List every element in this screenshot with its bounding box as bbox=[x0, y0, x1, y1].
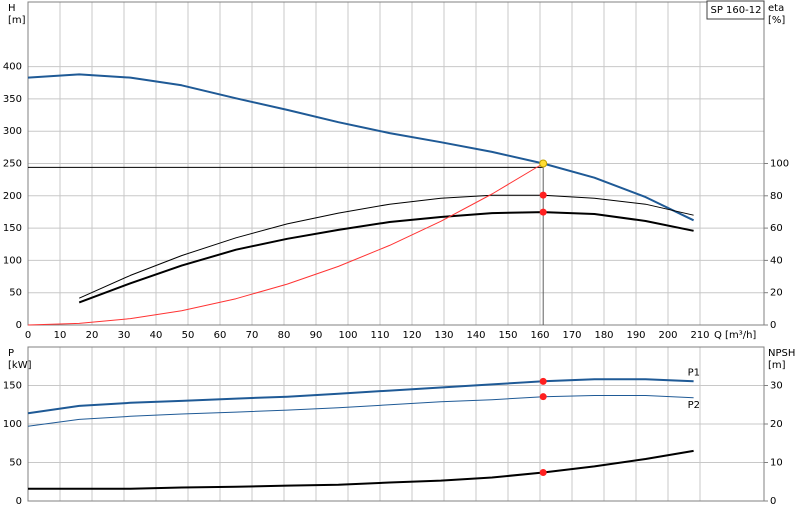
y2-tick-label: 0 bbox=[770, 320, 776, 331]
x-tick-label: 70 bbox=[246, 330, 259, 341]
y-tick-label: 50 bbox=[9, 458, 22, 469]
curve bbox=[78, 211, 694, 304]
x-tick-label: 160 bbox=[530, 330, 549, 341]
duty-point bbox=[539, 377, 547, 385]
y2-axis-label: NPSH bbox=[768, 348, 795, 359]
y-tick-label: 300 bbox=[3, 126, 22, 137]
x-tick-label: 90 bbox=[310, 330, 323, 341]
duty-point bbox=[539, 208, 547, 216]
curve bbox=[78, 194, 694, 299]
plot-frame bbox=[27, 346, 765, 502]
series-label: P2 bbox=[688, 400, 700, 411]
x-tick-label: 210 bbox=[690, 330, 709, 341]
y-tick-label: 50 bbox=[9, 288, 22, 299]
x-tick-label: 0 bbox=[25, 330, 31, 341]
y-axis-label: [kW] bbox=[8, 360, 32, 371]
y2-tick-label: 40 bbox=[770, 255, 783, 266]
series-label: P1 bbox=[688, 367, 700, 378]
y2-axis-label: eta bbox=[768, 3, 784, 14]
plot-frame bbox=[27, 1, 765, 326]
duty-point bbox=[539, 393, 547, 401]
y-tick-label: 100 bbox=[3, 419, 22, 430]
x-tick-label: 20 bbox=[86, 330, 99, 341]
y-axis-label: P bbox=[8, 348, 14, 359]
y-tick-label: 100 bbox=[3, 255, 22, 266]
x-tick-label: 140 bbox=[466, 330, 485, 341]
y2-tick-label: 20 bbox=[770, 288, 783, 299]
y2-tick-label: 60 bbox=[770, 223, 783, 234]
y-tick-label: 150 bbox=[3, 381, 22, 392]
y2-axis-label: [%] bbox=[768, 15, 785, 26]
y2-tick-label: 0 bbox=[770, 496, 776, 507]
x-tick-label: 110 bbox=[370, 330, 389, 341]
x-tick-label: 190 bbox=[626, 330, 645, 341]
y-tick-label: 0 bbox=[16, 320, 22, 331]
x-tick-label: 120 bbox=[402, 330, 421, 341]
y2-tick-label: 20 bbox=[770, 419, 783, 430]
curve bbox=[27, 163, 544, 326]
x-tick-label: 50 bbox=[182, 330, 195, 341]
y2-axis-label: [m] bbox=[768, 360, 786, 371]
y2-tick-label: 10 bbox=[770, 458, 783, 469]
x-tick-label: 170 bbox=[562, 330, 581, 341]
y-tick-label: 200 bbox=[3, 191, 22, 202]
y2-tick-label: 30 bbox=[770, 381, 783, 392]
x-tick-label: 150 bbox=[498, 330, 517, 341]
y-axis-label: H bbox=[8, 3, 16, 14]
y-tick-label: 0 bbox=[16, 496, 22, 507]
curve bbox=[28, 449, 694, 490]
x-tick-label: 100 bbox=[338, 330, 357, 341]
y-tick-label: 250 bbox=[3, 159, 22, 170]
x-tick-label: 60 bbox=[214, 330, 227, 341]
curve bbox=[27, 395, 694, 427]
x-tick-label: 30 bbox=[118, 330, 131, 341]
duty-point bbox=[539, 159, 548, 168]
curve bbox=[27, 73, 695, 222]
y2-tick-label: 100 bbox=[770, 159, 789, 170]
label-box bbox=[706, 0, 765, 20]
x-axis-label: Q [m³/h] bbox=[714, 330, 756, 341]
x-tick-label: 180 bbox=[594, 330, 613, 341]
x-tick-label: 10 bbox=[54, 330, 67, 341]
curve bbox=[27, 378, 694, 415]
x-tick-label: 130 bbox=[434, 330, 453, 341]
y2-tick-label: 80 bbox=[770, 191, 783, 202]
y-tick-label: 400 bbox=[3, 62, 22, 73]
y-tick-label: 150 bbox=[3, 223, 22, 234]
label-box-text: SP 160-12 bbox=[711, 5, 762, 16]
y-axis-label: [m] bbox=[8, 15, 26, 26]
y-tick-label: 350 bbox=[3, 94, 22, 105]
x-tick-label: 40 bbox=[150, 330, 163, 341]
x-tick-label: 80 bbox=[278, 330, 291, 341]
x-tick-label: 200 bbox=[658, 330, 677, 341]
duty-point bbox=[539, 191, 547, 199]
duty-point bbox=[539, 469, 547, 477]
